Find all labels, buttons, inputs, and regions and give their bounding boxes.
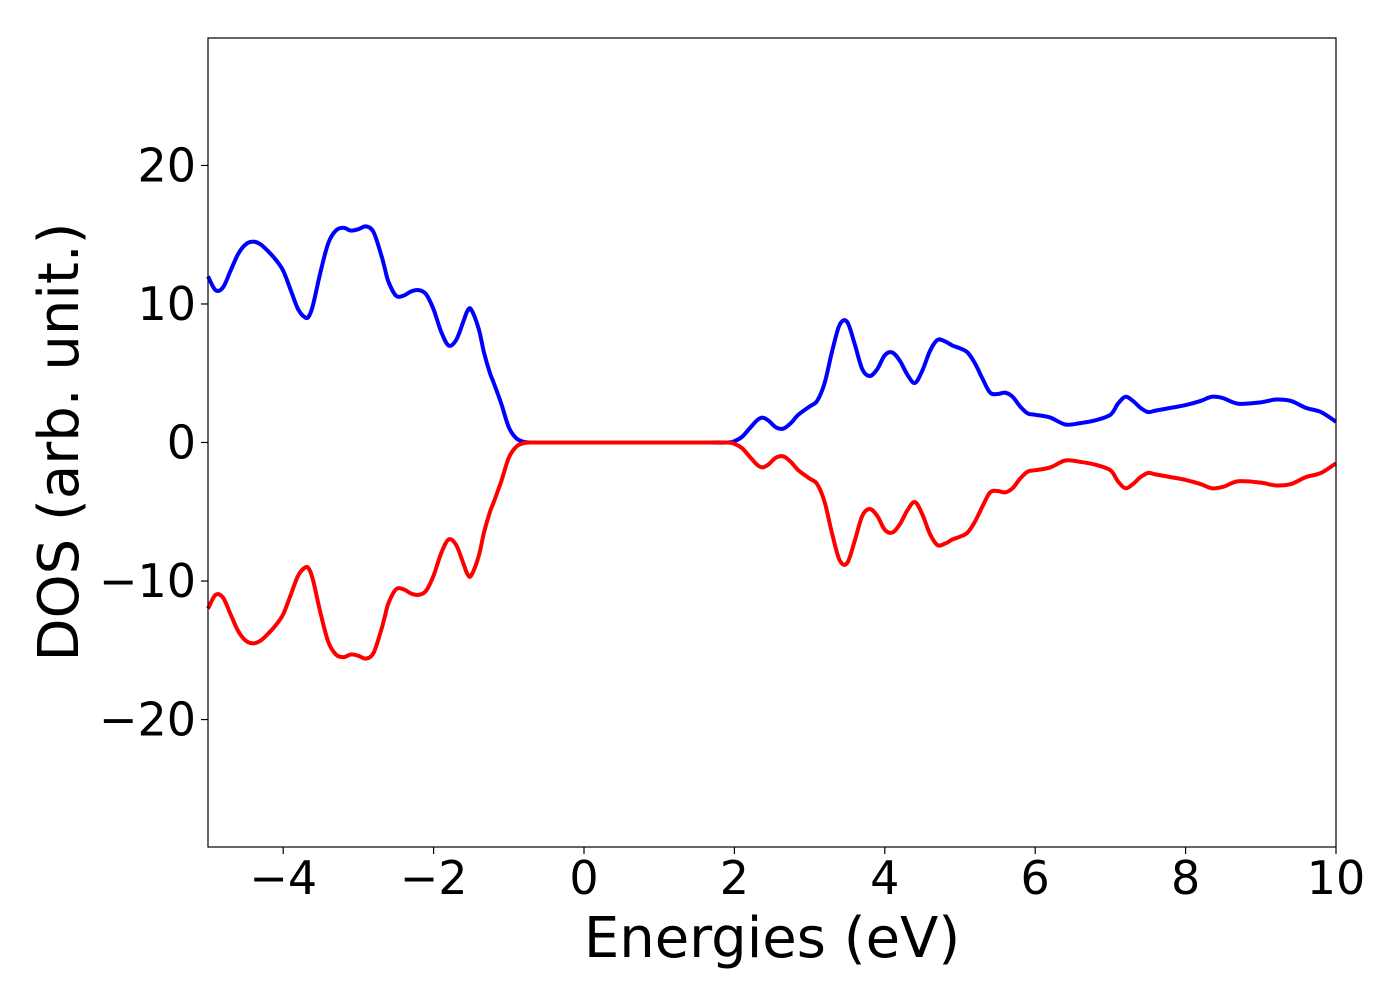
x-axis-ticks: −4 −2 0 2 4 6 8 10 bbox=[249, 847, 1365, 905]
x-tick-label: 0 bbox=[569, 851, 598, 905]
x-tick-label: 8 bbox=[1171, 851, 1200, 905]
y-tick-label: −10 bbox=[99, 554, 196, 608]
x-tick-label: −2 bbox=[400, 851, 468, 905]
x-tick-label: −4 bbox=[249, 851, 317, 905]
y-axis-label: DOS (arb. unit.) bbox=[27, 222, 92, 661]
x-tick-label: 4 bbox=[870, 851, 899, 905]
y-tick-label: −20 bbox=[99, 693, 196, 747]
x-tick-label: 10 bbox=[1307, 851, 1366, 905]
x-tick-label: 2 bbox=[720, 851, 749, 905]
y-tick-label: 10 bbox=[137, 277, 196, 331]
series-layer bbox=[206, 224, 1338, 661]
x-tick-label: 6 bbox=[1021, 851, 1050, 905]
y-tick-label: 20 bbox=[137, 138, 196, 192]
dos-negative-line bbox=[206, 440, 1338, 661]
x-axis-label: Energies (eV) bbox=[584, 906, 960, 971]
y-tick-label: 0 bbox=[167, 416, 196, 470]
dos-positive-line bbox=[206, 224, 1338, 445]
y-axis-ticks: 20 10 0 −10 −20 bbox=[99, 138, 208, 747]
